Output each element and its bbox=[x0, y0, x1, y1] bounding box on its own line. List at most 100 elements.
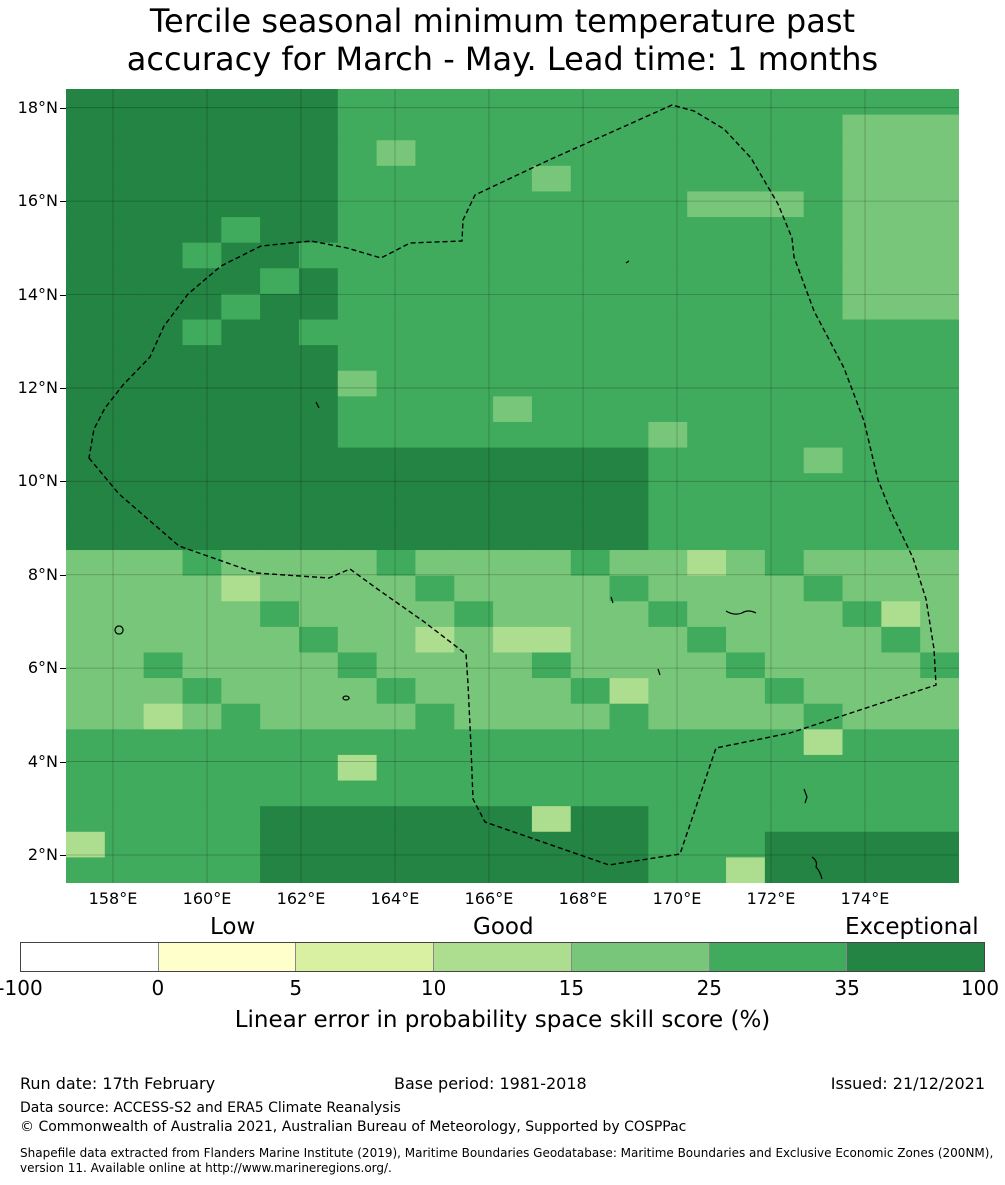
skill-cell bbox=[803, 140, 844, 167]
skill-cell bbox=[454, 857, 494, 883]
skill-cell bbox=[531, 678, 572, 705]
skill-cell bbox=[66, 396, 106, 423]
skill-cell bbox=[764, 140, 805, 167]
skill-cell bbox=[609, 217, 649, 244]
skill-cell bbox=[570, 396, 611, 423]
skill-cell bbox=[726, 191, 766, 218]
skill-cell bbox=[764, 191, 805, 218]
skill-cell bbox=[803, 473, 844, 500]
skill-cell bbox=[842, 703, 882, 730]
copyright: © Commonwealth of Australia 2021, Austra… bbox=[20, 1119, 687, 1135]
skill-cell bbox=[726, 396, 766, 423]
skill-cell bbox=[337, 703, 378, 730]
skill-cell bbox=[298, 421, 339, 449]
skill-cell bbox=[454, 114, 494, 141]
skill-cell bbox=[454, 626, 494, 654]
skill-cell bbox=[415, 729, 455, 756]
title-line-1: Tercile seasonal minimum temperature pas… bbox=[149, 2, 856, 40]
skill-cell bbox=[415, 242, 455, 269]
skill-cell bbox=[104, 268, 145, 295]
skill-cell bbox=[221, 524, 261, 551]
skill-cell bbox=[376, 626, 417, 654]
skill-cell bbox=[609, 601, 649, 628]
skill-cell bbox=[687, 754, 727, 782]
skill-cell bbox=[298, 601, 339, 628]
skill-cell bbox=[531, 217, 572, 244]
skill-cell bbox=[570, 421, 611, 449]
skill-cell bbox=[842, 498, 882, 526]
skill-cell bbox=[531, 370, 572, 397]
skill-cell bbox=[570, 524, 611, 551]
skill-cell bbox=[842, 370, 882, 397]
skill-cell bbox=[66, 780, 106, 807]
latitude-tick-label: 12°N bbox=[0, 378, 66, 397]
skill-cell bbox=[337, 345, 378, 372]
skill-cell bbox=[842, 319, 882, 346]
skill-cell bbox=[415, 217, 455, 244]
skill-cell bbox=[376, 370, 417, 397]
skill-cell bbox=[687, 575, 727, 602]
skill-cell bbox=[493, 831, 533, 858]
skill-cell bbox=[221, 319, 261, 346]
longitude-tick-label: 158°E bbox=[88, 889, 138, 908]
skill-cell bbox=[298, 345, 339, 372]
skill-cell bbox=[881, 678, 921, 705]
skill-cell bbox=[609, 345, 649, 372]
skill-cell bbox=[648, 729, 688, 756]
skill-cell bbox=[842, 729, 882, 756]
skill-cell bbox=[764, 550, 805, 577]
skill-cell bbox=[609, 421, 649, 449]
skill-cell bbox=[570, 780, 611, 807]
skill-cell bbox=[66, 421, 106, 449]
skill-cell bbox=[221, 217, 261, 244]
skill-cell bbox=[881, 268, 921, 295]
skill-cell bbox=[609, 242, 649, 269]
skill-cell bbox=[687, 396, 727, 423]
shapefile-credit: Shapefile data extracted from Flanders M… bbox=[20, 1146, 994, 1175]
skill-cell bbox=[454, 370, 494, 397]
skill-cell bbox=[66, 857, 106, 883]
skill-cell bbox=[493, 626, 533, 654]
skill-cell bbox=[182, 575, 222, 602]
skill-cell bbox=[66, 550, 106, 577]
skill-cell bbox=[454, 165, 494, 193]
skill-cell bbox=[337, 831, 378, 858]
skill-cell bbox=[609, 319, 649, 346]
skill-cell bbox=[182, 293, 222, 321]
skill-cell bbox=[143, 754, 184, 782]
skill-cell bbox=[493, 140, 533, 167]
skill-cell bbox=[648, 140, 688, 167]
skill-cell bbox=[531, 268, 572, 295]
skill-cell bbox=[337, 165, 378, 193]
skill-cell bbox=[143, 524, 184, 551]
skill-cell bbox=[454, 217, 494, 244]
map-title: Tercile seasonal minimum temperature pas… bbox=[0, 2, 1005, 78]
skill-cell bbox=[609, 396, 649, 423]
skill-cell bbox=[803, 550, 844, 577]
skill-cell bbox=[143, 729, 184, 756]
title-line-2: accuracy for March - May. Lead time: 1 m… bbox=[126, 40, 879, 78]
longitude-tick-label: 164°E bbox=[370, 889, 420, 908]
skill-cell bbox=[842, 396, 882, 423]
skill-cell bbox=[143, 447, 184, 474]
skill-cell bbox=[182, 703, 222, 730]
skill-cell bbox=[493, 242, 533, 269]
skill-cell bbox=[726, 242, 766, 269]
skill-cell bbox=[726, 575, 766, 602]
skill-cell bbox=[687, 601, 727, 628]
skill-cell bbox=[143, 140, 184, 167]
skill-cell bbox=[221, 575, 261, 602]
skill-cell bbox=[531, 729, 572, 756]
skill-cell bbox=[842, 242, 882, 269]
skill-cell bbox=[260, 242, 300, 269]
skill-cell bbox=[531, 575, 572, 602]
skill-cell bbox=[726, 319, 766, 346]
longitude-tick-label: 172°E bbox=[746, 889, 796, 908]
skill-cell bbox=[260, 678, 300, 705]
skill-cell bbox=[531, 857, 572, 883]
skill-cell bbox=[764, 703, 805, 730]
skill-cell bbox=[493, 473, 533, 500]
skill-cell bbox=[104, 447, 145, 474]
skill-cell bbox=[493, 370, 533, 397]
skill-cell bbox=[221, 857, 261, 883]
